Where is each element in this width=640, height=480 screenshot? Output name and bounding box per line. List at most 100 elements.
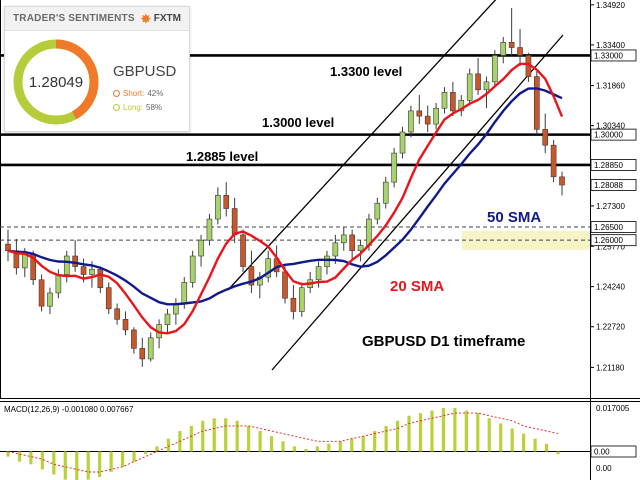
sentiment-panel: TRADER'S SENTIMENTS ✸ FXTM 1.28049 GBPUS… [4,6,190,132]
macd-bar [98,451,102,478]
level-label: 1.3300 level [330,64,402,79]
bear-candle [231,208,238,236]
bull-candle [21,254,28,269]
sentiment-title: TRADER'S SENTIMENTS [13,13,135,24]
macd-bar [510,428,514,452]
macd-bar [29,451,33,465]
short-percent: 42% [147,89,164,98]
macd-bar [86,451,90,480]
bull-candle [483,81,490,91]
macd-bar [269,436,274,452]
macd-bar [544,443,549,452]
macd-bar [109,451,113,472]
channel-lower-line [271,34,564,371]
bull-candle [298,287,305,312]
macd-label: MACD(12,26,9) -0.001080 0.007667 [4,405,134,414]
sma-20-label: 20 SMA [390,278,444,295]
level-tag-box [590,159,637,171]
macd-value-text: 0.00 [594,448,610,457]
bull-candle [433,107,439,125]
macd-tick-label: 0.00 [596,464,612,473]
candles [5,7,565,367]
macd-bar [441,408,446,452]
bull-candle [164,313,171,325]
bull-candle [391,152,397,183]
macd-bar [384,425,388,452]
dashed-level-tag-text: 1.26500 [594,223,623,232]
bull-candle [206,218,213,241]
macd-bar [63,451,67,480]
macd-bar [373,431,377,452]
macd-pane: 0.017005 0.00 0.00 [0,404,637,480]
bear-candle [450,92,456,112]
bull-candle [55,274,62,294]
macd-bar [224,418,228,452]
bull-candle [500,41,507,56]
bull-candle [315,266,322,281]
level-label: 1.3000 level [262,115,334,130]
macd-bar [453,408,457,452]
bear-candle [240,234,246,267]
brand-logo: ✸ FXTM [141,13,181,25]
macd-bar [17,451,22,462]
bull-candle [89,268,95,275]
bear-candle [131,329,137,349]
pair-name: GBPUSD [113,63,177,80]
macd-bar [556,451,560,455]
sma-20-line [7,62,564,335]
price-tick-label: 1.24240 [596,283,625,292]
sentiment-header: TRADER'S SENTIMENTS ✸ FXTM [5,7,189,31]
bear-candle [416,110,423,117]
bull-candle [466,73,473,101]
bull-candle [189,255,196,283]
channel-upper-line [227,0,497,291]
bear-candle [508,41,515,48]
chart-title: GBPUSD D1 timeframe [362,333,525,350]
bull-candle [399,131,406,154]
bear-candle [223,195,230,209]
macd-bar [258,431,262,452]
bear-candle [72,255,78,267]
bull-candle [332,242,339,257]
long-legend: Long: 58% [113,103,162,112]
level-label: 1.2885 level [186,149,258,164]
bull-candle [324,255,330,267]
macd-bar [143,451,148,455]
bear-candle [550,144,557,178]
bull-candle [215,195,221,220]
macd-bar [395,420,400,452]
bear-candle [122,319,129,331]
price-tick-label: 1.34920 [596,1,625,10]
brand-name: FXTM [153,13,181,24]
short-legend: Short: 42% [113,89,163,98]
macd-bar [361,436,365,452]
long-label: Long: [123,103,144,112]
level-tag-text: 1.30000 [594,131,623,140]
macd-bar [315,446,319,452]
level-labels: 1.3300 level 1.3000 level 1.2885 level [186,64,402,164]
bull-candle [63,255,70,275]
dashed-level-tag-box [590,221,637,233]
bull-candle [357,245,364,252]
bear-candle [559,176,565,186]
price-tick-label: 1.22720 [596,323,625,332]
macd-bar [487,418,491,452]
bear-candle [290,297,297,312]
macd-bar [201,420,205,452]
sma-50-line [7,87,563,306]
macd-bar [499,423,503,452]
level-tag-box [590,49,637,62]
level-tag-text: 1.28850 [594,161,623,170]
bear-candle [424,115,431,125]
price-tick-label: 1.21180 [596,363,625,372]
macd-bar [132,451,136,462]
long-dot-icon [113,104,120,111]
level-tag-box [590,128,637,141]
dashed-level-tag-text: 1.26000 [594,236,623,245]
macd-bar [212,418,216,452]
macd-bar [304,448,308,452]
bear-candle [517,47,523,56]
price-tick-label: 1.30340 [596,122,625,131]
